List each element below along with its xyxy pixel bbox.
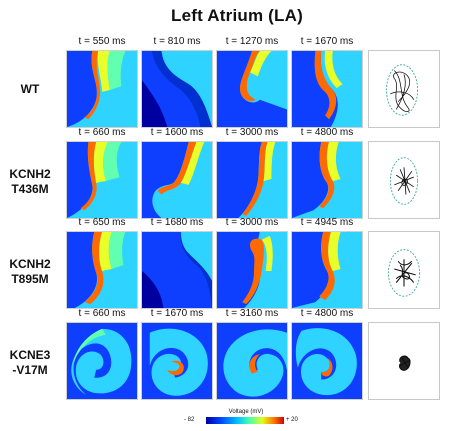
colorbar-min-label: - 82 (184, 417, 195, 423)
voltage-map-panel (291, 231, 363, 309)
voltage-map-panel (216, 141, 288, 219)
time-label: t = 1270 ms (225, 36, 279, 47)
voltage-map-panel (66, 322, 138, 400)
voltage-map-panel (141, 231, 213, 309)
time-label: t = 1670 ms (300, 36, 354, 47)
row-kcne3-v17m: KCNE3 -V17M t = 660 ms t = 1670 ms t = 3… (0, 308, 474, 402)
time-label: t = 650 ms (78, 217, 126, 228)
time-label: t = 3000 ms (225, 127, 279, 138)
trajectory-panel (368, 231, 440, 309)
voltage-map-panel (216, 322, 288, 400)
time-label: t = 4800 ms (300, 308, 354, 319)
time-label: t = 550 ms (78, 36, 126, 47)
trajectory-panel (368, 322, 440, 400)
time-label: t = 1680 ms (150, 217, 204, 228)
time-label: t = 660 ms (78, 127, 126, 138)
voltage-map-panel (291, 322, 363, 400)
row-label-kcne3-v17m: KCNE3 -V17M (9, 348, 51, 377)
time-label: t = 1600 ms (150, 127, 204, 138)
row-label-kcnh2-t436m: KCNH2 T436M (9, 167, 51, 196)
voltage-map-panel (216, 50, 288, 128)
voltage-map-panel (141, 141, 213, 219)
voltage-map-panel (141, 322, 213, 400)
figure-title: Left Atrium (LA) (171, 6, 303, 25)
row-kcnh2-t895m: KCNH2 T895M t = 650 ms t = 1680 ms t = 3… (0, 217, 474, 311)
trajectory-panel (368, 50, 440, 128)
voltage-map-panel (291, 141, 363, 219)
time-label: t = 4800 ms (300, 127, 354, 138)
voltage-map-panel (291, 50, 363, 128)
time-label: t = 1670 ms (150, 308, 204, 319)
time-label: t = 4945 ms (300, 217, 354, 228)
colorbar-title: Voltage (mV) (228, 409, 264, 415)
row-label-wt: WT (20, 82, 40, 96)
row-kcnh2-t436m: KCNH2 T436M t = 660 ms t = 1600 ms t = 3… (0, 127, 474, 221)
colorbar-gradient (206, 417, 284, 424)
row-wt: WT t = 550 ms t = 810 ms t = 1270 ms t =… (0, 36, 474, 130)
time-label: t = 660 ms (78, 308, 126, 319)
voltage-map-panel (66, 141, 138, 219)
voltage-map-panel (216, 231, 288, 309)
voltage-map-panel (66, 231, 138, 309)
time-label: t = 3160 ms (225, 308, 279, 319)
row-label-kcnh2-t895m: KCNH2 T895M (9, 257, 51, 286)
voltage-map-panel (141, 50, 213, 128)
voltage-map-panel (66, 50, 138, 128)
time-label: t = 3000 ms (225, 217, 279, 228)
colorbar-max-label: + 20 (286, 417, 298, 423)
time-label: t = 810 ms (153, 36, 201, 47)
trajectory-panel (368, 141, 440, 219)
